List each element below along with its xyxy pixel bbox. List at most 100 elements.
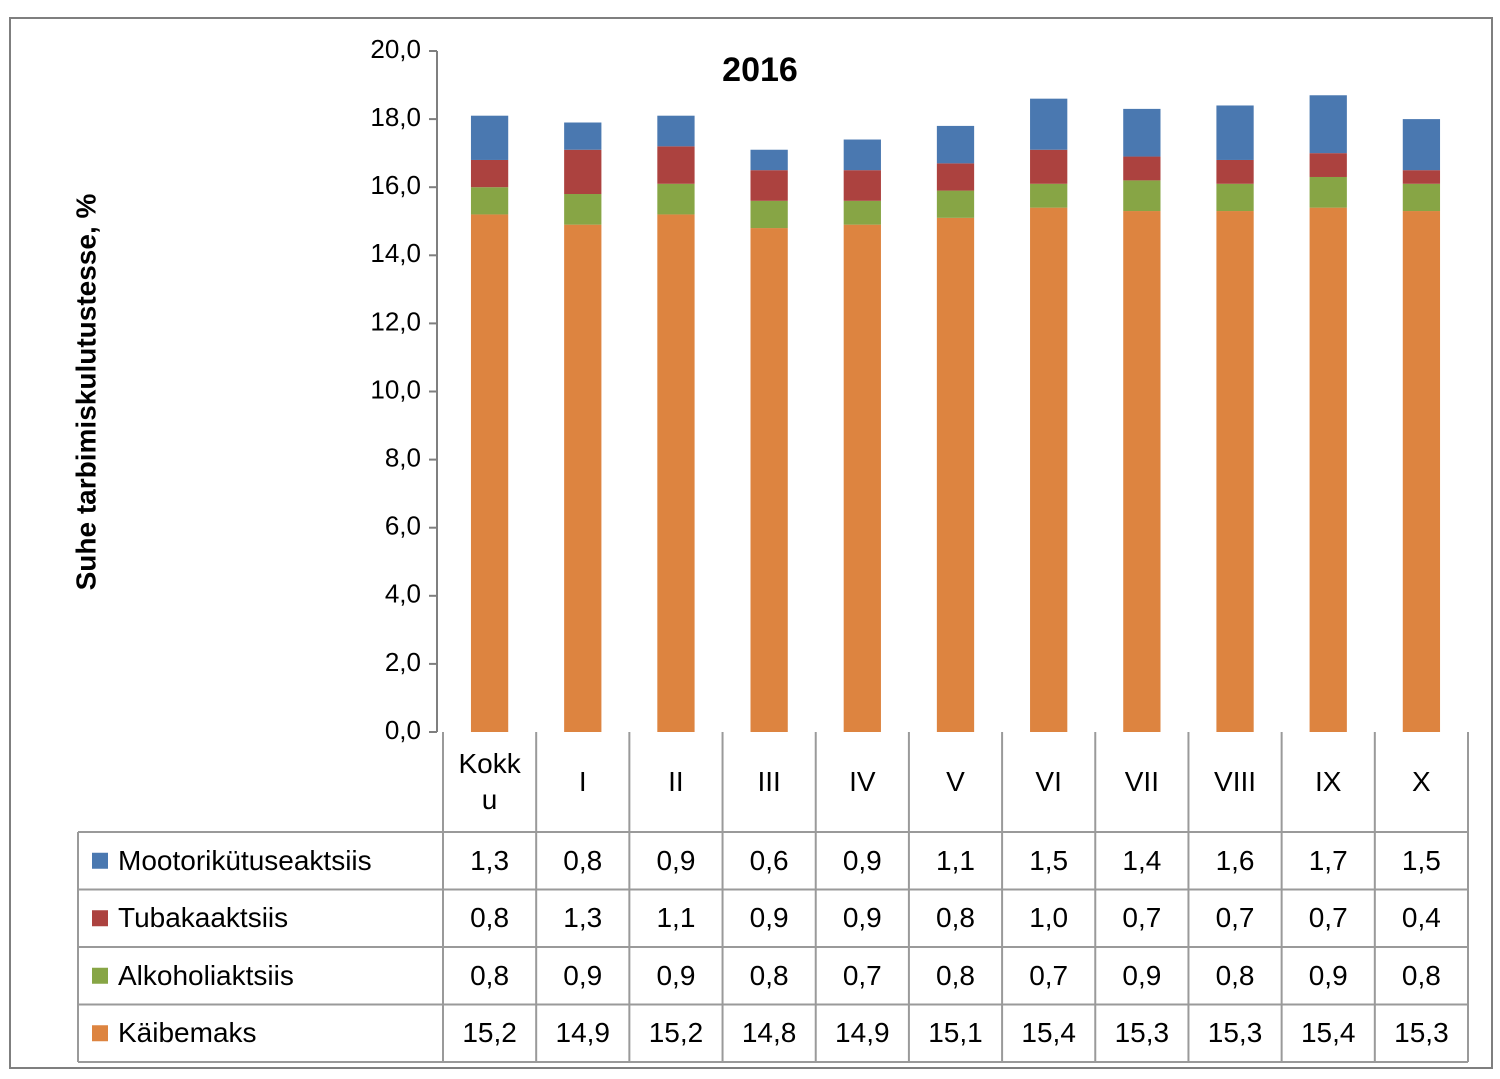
data-label: 15,3 xyxy=(1207,1017,1263,1049)
data-label: 0,7 xyxy=(1029,959,1069,991)
data-label-box: 1,6 xyxy=(1216,845,1255,876)
x-tick-label: VIII xyxy=(1214,766,1257,797)
bar-segment xyxy=(657,146,695,184)
bar-segment xyxy=(1309,153,1347,177)
data-label: 0,7 xyxy=(1215,902,1255,934)
bar-segment xyxy=(564,122,602,150)
data-label-box: 0,8 xyxy=(563,844,603,876)
y-tick-label: 2,0 xyxy=(385,647,421,677)
data-label: 1,3 xyxy=(470,844,510,876)
bar-segment xyxy=(1402,170,1441,184)
x-tick-label: V xyxy=(946,766,965,797)
data-label-box: 1,3 xyxy=(563,902,602,933)
data-label: 15,4 xyxy=(1300,1017,1356,1049)
data-label: 0,8 xyxy=(749,959,789,991)
data-label-box: 1,4 xyxy=(1122,845,1161,876)
bar-segment xyxy=(1216,183,1254,212)
legend-label: Käibemaks xyxy=(118,1017,257,1049)
x-tick-label: X xyxy=(1412,766,1431,797)
chart-title: 2016 xyxy=(722,51,798,89)
data-label-box: 1,7 xyxy=(1309,845,1348,876)
legend-label: Tubakaaktsiis xyxy=(118,902,289,934)
bar-segment xyxy=(1123,180,1161,212)
data-label-box: 0,9 xyxy=(1122,960,1161,991)
legend-label-box: Alkoholiaktsiis xyxy=(118,960,294,991)
data-label: 0,9 xyxy=(656,844,696,876)
data-label-box: 1,1 xyxy=(936,844,975,876)
bar-segment xyxy=(657,183,695,215)
bar-segment xyxy=(936,190,975,218)
bar-segment xyxy=(843,139,881,171)
data-label: 1,1 xyxy=(936,844,975,876)
data-label-box: 15,1 xyxy=(928,1017,983,1048)
x-tick-label: IX xyxy=(1314,766,1342,797)
x-tick-label-box: X xyxy=(1412,766,1431,797)
y-tick-label: 20,0 xyxy=(370,34,421,64)
legend-label-box: Käibemaks xyxy=(118,1017,257,1049)
data-label-box: 1,5 xyxy=(1402,845,1441,876)
data-label: 0,9 xyxy=(563,959,603,991)
data-label: 1,0 xyxy=(1029,902,1069,934)
x-tick-label: II xyxy=(668,766,684,797)
bar-segment xyxy=(1123,108,1161,157)
bar-segment xyxy=(1402,211,1441,732)
data-label-box: 0,8 xyxy=(470,959,510,991)
data-label: 0,9 xyxy=(656,959,696,991)
data-label: 0,6 xyxy=(749,844,789,876)
data-label: 0,8 xyxy=(936,959,975,991)
data-label-box: 0,9 xyxy=(656,844,696,876)
data-label-box: 15,2 xyxy=(462,1017,517,1048)
data-label-box: 0,9 xyxy=(843,902,882,933)
bar-segment xyxy=(750,200,788,229)
x-tick-label-box: VIII xyxy=(1214,766,1257,797)
data-label-box: 0,8 xyxy=(936,902,975,933)
legend-label: Mootorikütuseaktsiis xyxy=(118,844,372,876)
data-label: 0,8 xyxy=(470,902,510,934)
bar-segment xyxy=(750,170,788,201)
data-label-box: 15,4 xyxy=(1300,1017,1356,1049)
x-tick-label-box: I xyxy=(578,766,587,797)
data-label-box: 15,3 xyxy=(1394,1017,1449,1048)
legend-label-box: Tubakaaktsiis xyxy=(118,902,289,934)
data-label: 0,7 xyxy=(1122,902,1162,934)
y-tick-label: 14,0 xyxy=(370,238,421,268)
data-label: 0,8 xyxy=(563,844,603,876)
bar-segment xyxy=(1030,149,1068,184)
data-label: 14,8 xyxy=(741,1017,797,1049)
data-label: 0,8 xyxy=(1215,959,1255,991)
bar-segment xyxy=(1309,207,1347,732)
bar-segment xyxy=(936,217,975,733)
data-label-box: 15,3 xyxy=(1207,1017,1263,1049)
bar-segment xyxy=(750,149,788,171)
data-label-box: 0,8 xyxy=(749,959,789,991)
bar-segment xyxy=(564,194,602,225)
x-tick-label: III xyxy=(757,766,781,797)
bar-segment xyxy=(750,228,788,732)
data-label: 15,2 xyxy=(648,1017,704,1049)
data-label-box: 0,9 xyxy=(656,959,696,991)
x-tick-label-box: VII xyxy=(1124,766,1159,797)
data-label: 0,7 xyxy=(1308,902,1348,934)
data-label: 15,3 xyxy=(1114,1017,1170,1049)
data-label-box: 14,9 xyxy=(835,1017,890,1048)
bar-segment xyxy=(470,159,509,188)
data-label-box: 0,7 xyxy=(1215,902,1255,934)
y-tick-label: 4,0 xyxy=(385,579,421,609)
legend-swatch xyxy=(92,1025,108,1042)
data-label: 0,7 xyxy=(842,959,882,991)
bar-segment xyxy=(470,115,509,160)
data-label: 0,9 xyxy=(1308,959,1348,991)
x-tick-label: Kokku xyxy=(458,748,521,815)
x-tick-label: I xyxy=(578,766,587,797)
x-tick-label-box: V xyxy=(946,766,965,797)
data-label-box: 1,3 xyxy=(470,844,510,876)
data-label-box: 0,9 xyxy=(563,959,603,991)
bar-segment xyxy=(936,125,975,164)
y-tick-label: 10,0 xyxy=(370,374,421,404)
bar-segment xyxy=(1030,183,1068,208)
data-label: 0,8 xyxy=(470,959,510,991)
x-tick-label-box: VI xyxy=(1035,766,1061,797)
data-label-box: 1,5 xyxy=(1029,845,1068,876)
x-tick-label: VII xyxy=(1124,766,1159,797)
